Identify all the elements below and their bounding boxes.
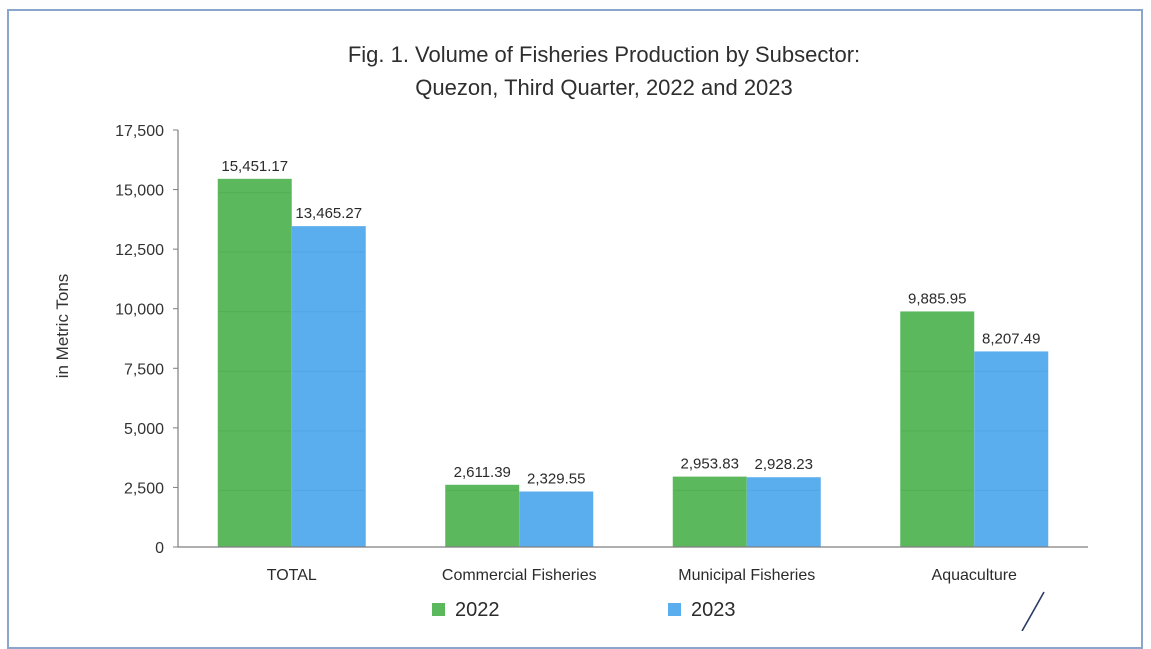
data-label-2023: 2,329.55 [527, 470, 585, 487]
bar-2023-municipal-fisheries [746, 477, 821, 547]
y-tick-label: 5,000 [124, 421, 164, 438]
legend-label-2023: 2023 [691, 599, 736, 621]
y-tick-label: 0 [155, 540, 164, 557]
data-labels-group: 15,451.17 13,465.27 2,611.39 2,329.55 2,953.… [221, 158, 1040, 488]
bar-chart: Fig. 1. Volume of Fisheries Production b… [53, 42, 1088, 631]
y-tick-label: 7,500 [124, 361, 164, 378]
category-label: Commercial Fisheries [442, 567, 597, 584]
y-tick-label: 2,500 [124, 480, 164, 497]
y-tick-label: 15,000 [115, 183, 164, 200]
legend-label-2022: 2022 [455, 599, 500, 621]
y-tick-label: 12,500 [115, 242, 164, 259]
bars-group [217, 178, 1049, 548]
bar-2022-municipal-fisheries [672, 476, 747, 547]
bar-2022-aquaculture [900, 311, 975, 547]
legend-swatch-2022 [432, 603, 445, 616]
data-label-2023: 2,928.23 [755, 456, 813, 473]
bar-2023-total [291, 226, 366, 547]
category-label: TOTAL [267, 567, 317, 584]
chart-title: Fig. 1. Volume of Fisheries Production b… [348, 42, 860, 67]
bar-2023-commercial-fisheries [519, 491, 594, 547]
category-label: Aquaculture [932, 567, 1017, 584]
data-label-2022: 15,451.17 [221, 158, 288, 175]
legend: 2022 2023 [432, 599, 736, 621]
data-label-2022: 2,611.39 [454, 464, 511, 481]
pen-mark [1021, 591, 1045, 631]
data-label-2023: 13,465.27 [295, 205, 362, 222]
y-tick-label: 10,000 [115, 302, 164, 319]
x-axis-categories: TOTAL Commercial Fisheries Municipal Fishe… [267, 567, 1017, 584]
bar-2022-commercial-fisheries [445, 484, 520, 547]
data-label-2022: 2,953.83 [681, 456, 739, 473]
bar-2022-total [217, 178, 292, 548]
bar-2023-aquaculture [974, 351, 1049, 547]
y-axis-ticks: 0 2,500 5,000 7,500 10,000 12,500 15,000 17,500 [115, 123, 178, 557]
y-tick-label: 17,500 [115, 123, 164, 140]
chart-figure: Fig. 1. Volume of Fisheries Production b… [7, 9, 1143, 649]
data-label-2023: 8,207.49 [982, 330, 1040, 347]
chart-subtitle: Quezon, Third Quarter, 2022 and 2023 [415, 75, 793, 100]
legend-swatch-2023 [668, 603, 681, 616]
data-label-2022: 9,885.95 [908, 290, 966, 307]
y-axis-title: in Metric Tons [53, 274, 72, 379]
category-label: Municipal Fisheries [678, 567, 815, 584]
